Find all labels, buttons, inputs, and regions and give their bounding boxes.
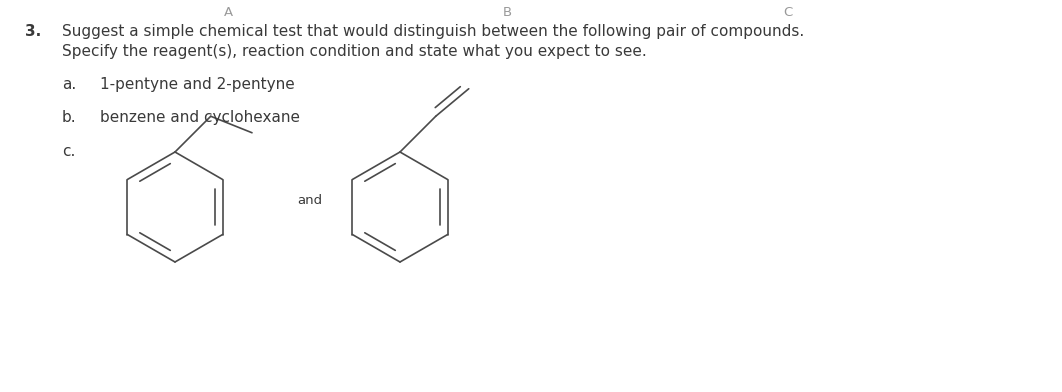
Text: 3.: 3. xyxy=(25,24,41,39)
Text: Suggest a simple chemical test that would distinguish between the following pair: Suggest a simple chemical test that woul… xyxy=(62,24,804,39)
Text: 1-pentyne and 2-pentyne: 1-pentyne and 2-pentyne xyxy=(100,77,295,92)
Text: a.: a. xyxy=(62,77,76,92)
Text: Specify the reagent(s), reaction condition and state what you expect to see.: Specify the reagent(s), reaction conditi… xyxy=(62,44,647,59)
Text: and: and xyxy=(297,194,323,207)
Text: C: C xyxy=(784,6,792,19)
Text: A: A xyxy=(224,6,233,19)
Text: benzene and cyclohexane: benzene and cyclohexane xyxy=(100,110,299,125)
Text: b.: b. xyxy=(62,110,76,125)
Text: B: B xyxy=(503,6,512,19)
Text: c.: c. xyxy=(62,144,75,159)
